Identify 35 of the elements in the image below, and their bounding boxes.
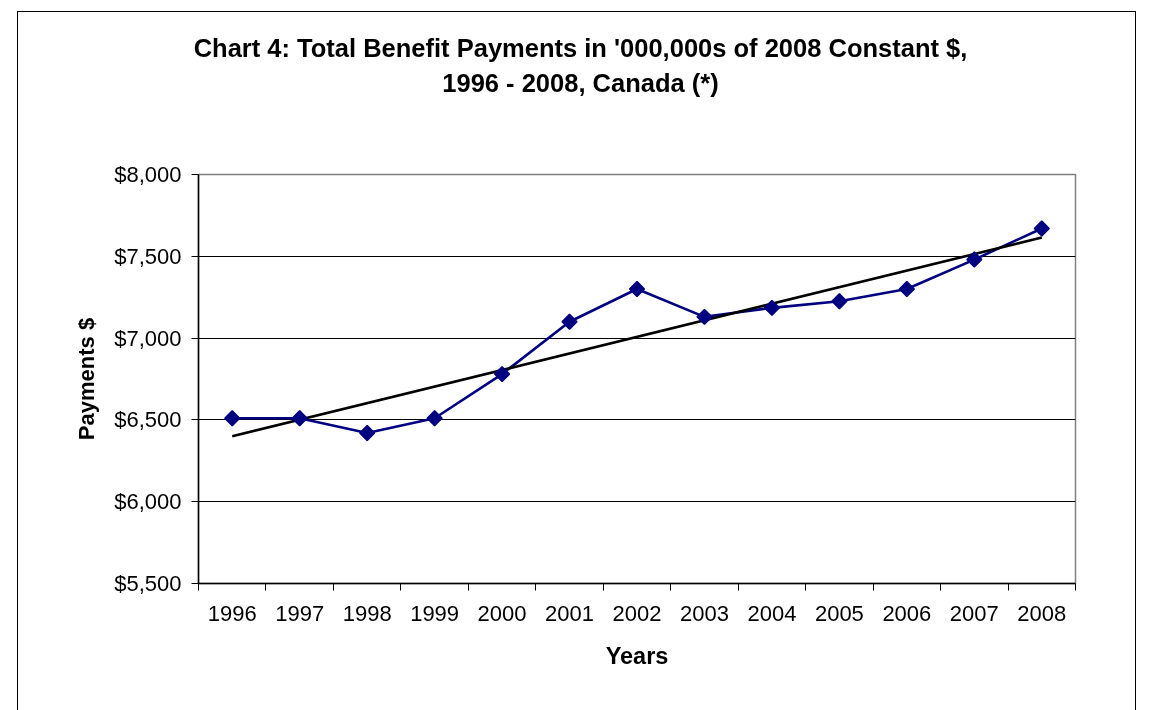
point [763,299,781,317]
x-tick-label: 2004 [747,600,797,626]
y-tick-label: $5,500 [114,571,182,596]
y-tick-label: $7,000 [114,325,182,351]
x-tick-label: 1999 [410,600,460,626]
x-tick-label: 2003 [679,600,729,626]
x-tick-label: 2006 [882,600,932,626]
x-tick-label: 2002 [612,600,662,626]
point [898,280,916,298]
x-axis-title: Years [605,642,669,669]
point [291,410,308,427]
y-axis-title: Payments $ [74,317,100,441]
point [628,280,646,298]
point [561,313,578,330]
point [1033,220,1050,237]
y-tick-label: $7,500 [114,243,182,269]
chart-title: Chart 4: Total Benefit Payments in '000,000s of 2008 Constant $, 1996 - 2008, Canada (*) [193,33,968,99]
y-tick-label: $8,000 [114,162,182,187]
x-tick-label: 1998 [342,600,392,626]
x-tick-label: 1996 [207,600,257,626]
x-tick-label: 2000 [477,600,527,626]
x-tick-label: 2007 [949,600,999,626]
point [426,410,443,427]
point [493,365,511,383]
point [358,424,376,442]
x-tick-label: 2008 [1017,600,1067,626]
point [831,293,848,310]
point [966,251,983,268]
y-tick-label: $6,500 [114,407,182,433]
x-tick-label: 2005 [814,600,864,626]
point [696,308,713,326]
point [224,410,241,427]
x-tick-label: 1997 [275,600,325,626]
x-tick-label: 2001 [545,600,595,626]
y-tick-label: $6,000 [114,489,182,515]
